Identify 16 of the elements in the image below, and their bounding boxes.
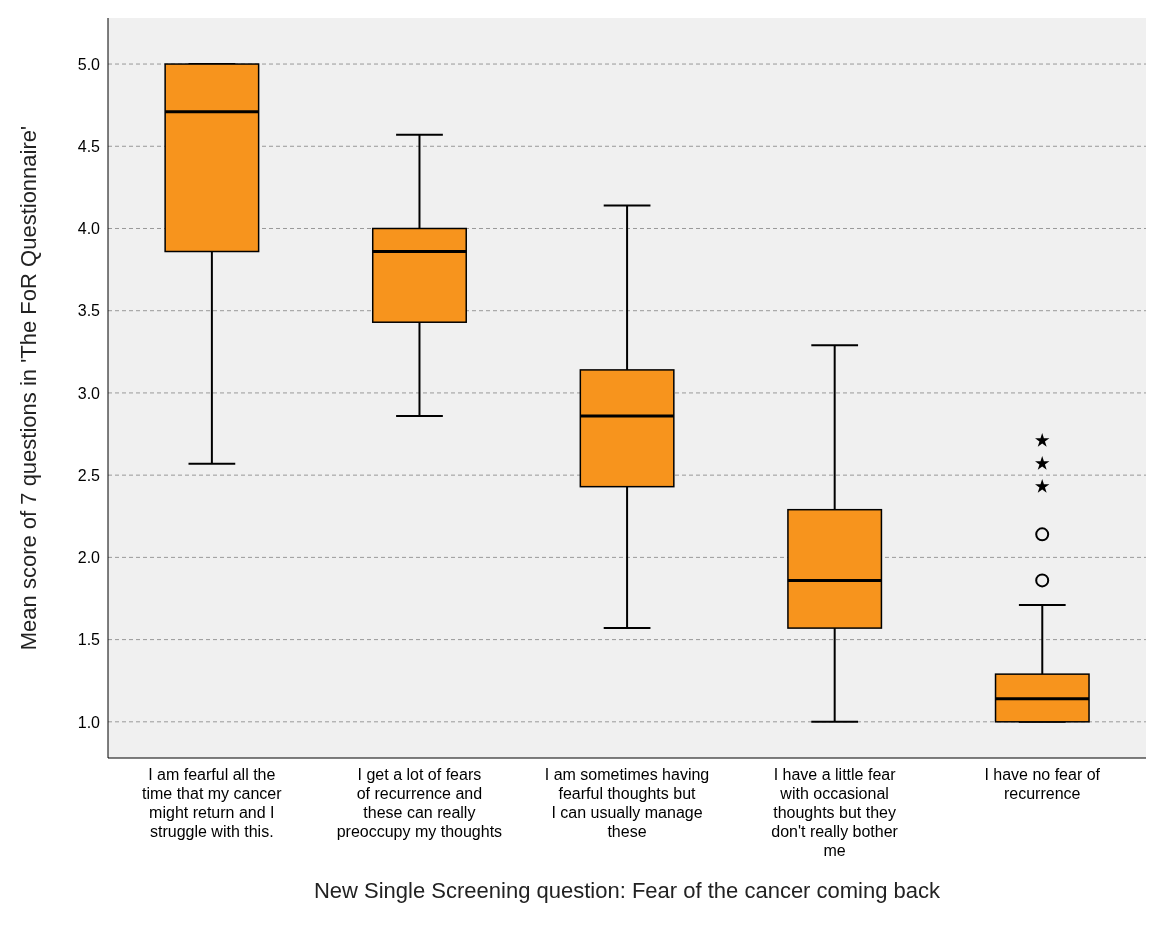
x-tick-label: I am fearful all the time that my cancer might return and I struggle with this. [142,766,283,840]
y-tick-label: 4.0 [77,220,101,238]
x-axis-title: New Single Screening question: Fear of the cancer coming back [313,878,942,903]
x-tick-label: I am sometimes having fearful thoughts but I can usually manage these [544,766,710,840]
y-axis-title: Mean score of 7 questions in 'The FoR Questionnaire' [15,125,41,651]
x-tick-label: I have no fear of recurrence [984,766,1101,802]
y-tick-label: 3.0 [77,384,101,402]
y-tick-label: 2.0 [77,549,101,567]
y-tick-label: 2.5 [77,466,101,484]
y-tick-label: 1.5 [77,631,101,649]
x-tick-label: I have a little fear with occasional thoughts but they don't really bother me [771,766,899,859]
y-tick-label: 1.0 [77,713,101,731]
y-tick-label: 3.5 [77,302,101,320]
x-tick-label: I get a lot of fears of recurrence and these can really preoccupy my thoughts [336,766,503,840]
y-tick-label: 5.0 [77,55,101,73]
y-tick-label: 4.5 [77,137,101,155]
